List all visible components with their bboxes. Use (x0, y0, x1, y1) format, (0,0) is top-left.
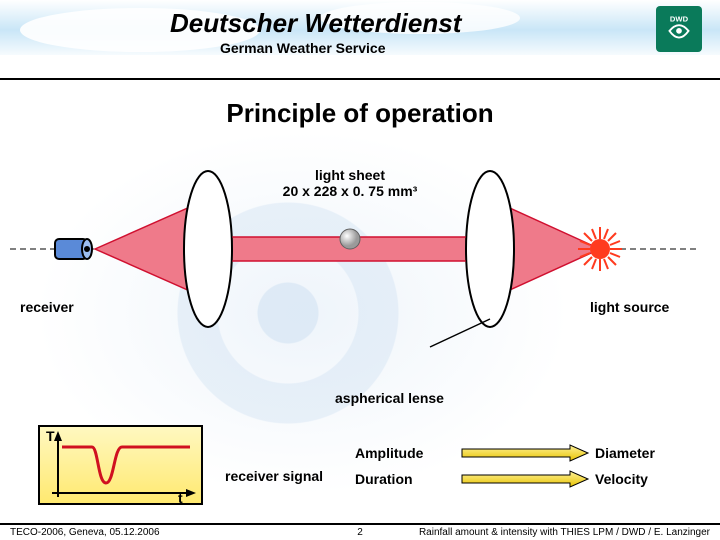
signal-y-label: T (46, 428, 55, 444)
page-number: 2 (357, 527, 363, 538)
footer-right: Rainfall amount & intensity with THIES L… (419, 527, 710, 538)
header: Deutscher Wetterdienst German Weather Se… (0, 0, 720, 80)
light-sheet-label: light sheet 20 x 228 x 0. 75 mm³ (260, 167, 440, 199)
source-label: light source (590, 299, 669, 315)
dwd-logo: DWD (656, 6, 702, 52)
org-name: Deutscher Wetterdienst (170, 8, 461, 39)
diameter-label: Diameter (595, 445, 695, 461)
receiver-label: receiver (20, 299, 74, 315)
left-lens (184, 171, 232, 327)
mapping-table: Amplitude Diameter Duration Velocity (355, 440, 705, 492)
principle-diagram: light sheet 20 x 228 x 0. 75 mm³ receive… (0, 139, 720, 349)
velocity-label: Velocity (595, 471, 695, 487)
slide-title: Principle of operation (0, 98, 720, 129)
light-sheet-label-l2: 20 x 228 x 0. 75 mm³ (260, 183, 440, 199)
drop-icon (340, 229, 360, 249)
signal-curve (62, 447, 190, 483)
light-sheet-label-l1: light sheet (260, 167, 440, 183)
signal-x-label: t (178, 490, 183, 506)
lense-label: aspherical lense (335, 390, 444, 406)
amplitude-label: Amplitude (355, 445, 455, 461)
arrow-icon (455, 470, 595, 488)
footer-left: TECO-2006, Geneva, 05.12.2006 (10, 527, 160, 538)
signal-caption: receiver signal (225, 468, 323, 484)
table-row: Duration Velocity (355, 466, 705, 492)
arrow-icon (455, 444, 595, 462)
right-lens (466, 171, 514, 327)
receiver-icon (55, 239, 92, 259)
org-subtitle: German Weather Service (220, 40, 386, 56)
lense-callout (430, 319, 490, 347)
duration-label: Duration (355, 471, 455, 487)
light-source-icon (578, 227, 622, 271)
table-row: Amplitude Diameter (355, 440, 705, 466)
logo-text: DWD (670, 14, 689, 23)
